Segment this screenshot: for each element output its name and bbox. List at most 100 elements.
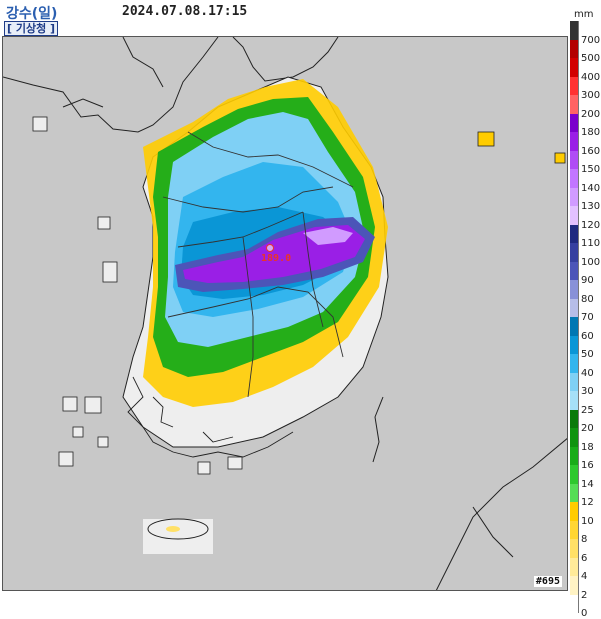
legend-swatch <box>570 113 579 132</box>
japan-coast <box>372 396 567 590</box>
legend-row: 80 <box>570 280 600 305</box>
legend-swatch <box>570 446 579 465</box>
legend-swatch <box>570 21 579 40</box>
agency-label: [ 기상청 ] <box>4 21 59 36</box>
legend-label: 160 <box>581 145 601 157</box>
legend-swatch <box>570 483 579 502</box>
legend-label: 80 <box>581 293 594 305</box>
rainfall-legend: 700 500 400 300 200 180 160 150 140 130 120 110 100 9… <box>570 21 601 619</box>
max-rain-marker[interactable] <box>266 244 274 252</box>
legend-swatch <box>570 576 579 595</box>
legend-label: 150 <box>581 164 601 175</box>
west-islands <box>32 116 243 475</box>
legend-label: 25 <box>581 404 594 416</box>
station-code: #695 <box>533 576 562 587</box>
rainfall-map-frame: { "header": { "title": "강수(일)", "timesta… <box>2 4 601 619</box>
legend-label: 70 <box>581 312 594 323</box>
legend-row: 16 <box>570 446 600 471</box>
legend-swatch <box>570 39 579 58</box>
legend-label: 0 <box>581 608 588 619</box>
legend-label: 4 <box>581 571 588 582</box>
legend-swatch <box>570 502 579 521</box>
legend-swatch <box>570 224 579 243</box>
legend-swatch <box>570 317 579 336</box>
legend-row: 120 <box>570 206 600 231</box>
legend-row: 140 <box>570 169 600 194</box>
legend-row: 2 <box>570 576 600 601</box>
legend-swatch <box>570 428 579 447</box>
legend-swatch <box>570 280 579 299</box>
legend-swatch <box>570 76 579 95</box>
legend-row: 8 <box>570 520 600 545</box>
timestamp: 2024.07.08.17:15 <box>122 4 248 19</box>
jeju-island <box>143 518 213 554</box>
legend-swatch <box>570 465 579 484</box>
legend-label: 14 <box>581 478 594 490</box>
legend-swatch <box>570 335 579 354</box>
north-coastline <box>3 37 339 133</box>
legend-row: 40 <box>570 354 600 379</box>
legend-row: 30 <box>570 372 600 397</box>
map-title: 강수(일) <box>6 6 58 22</box>
legend-row: 20 <box>570 409 600 434</box>
legend-label: 20 <box>581 423 594 434</box>
legend-row: 12 <box>570 483 600 508</box>
legend-label: 30 <box>581 386 594 397</box>
legend-row: 700 <box>570 21 600 46</box>
legend-label: 140 <box>581 182 601 194</box>
rainfall-bands <box>143 79 388 407</box>
south-coast-detail <box>127 376 294 458</box>
legend-swatch <box>570 132 579 151</box>
legend-label: 100 <box>581 256 601 268</box>
legend-row: 14 <box>570 465 600 490</box>
legend-label: 180 <box>581 127 601 138</box>
legend-row: 50 <box>570 335 600 360</box>
legend-row: 100 <box>570 243 600 268</box>
legend-label: 8 <box>581 534 588 545</box>
legend-label: 700 <box>581 34 601 46</box>
legend-label: 16 <box>581 460 594 471</box>
legend-row: 500 <box>570 39 600 64</box>
legend-row: 400 <box>570 58 600 83</box>
legend-label: 10 <box>581 515 594 527</box>
legend-row: 70 <box>570 298 600 323</box>
max-rain-label: 189.0 <box>261 253 292 264</box>
legend-label: 60 <box>581 330 594 342</box>
legend-swatch <box>570 409 579 428</box>
east-islands <box>477 131 566 164</box>
rainfall-map-canvas <box>3 37 567 590</box>
legend-label: 200 <box>581 108 601 120</box>
legend-row: 90 <box>570 261 600 286</box>
legend-swatch <box>570 354 579 373</box>
legend-label: 120 <box>581 219 601 231</box>
legend-row: 150 <box>570 150 600 175</box>
legend-row: 0 <box>570 594 600 619</box>
legend-label: 90 <box>581 275 594 286</box>
legend-unit: mm <box>574 9 594 20</box>
legend-label: 110 <box>581 238 601 249</box>
province-boundaries <box>162 131 354 398</box>
legend-row: 25 <box>570 391 600 416</box>
legend-swatch <box>570 58 579 77</box>
rainfall-map[interactable]: 189.0 #695 <box>2 36 568 591</box>
legend-row: 6 <box>570 539 600 564</box>
legend-row: 60 <box>570 317 600 342</box>
legend-swatch <box>570 298 579 317</box>
legend-row: 200 <box>570 95 600 120</box>
legend-swatch <box>570 95 579 114</box>
legend-row: 130 <box>570 187 600 212</box>
legend-swatch <box>570 557 579 576</box>
legend-label: 50 <box>581 349 594 360</box>
legend-label: 12 <box>581 497 594 508</box>
legend-swatch <box>570 150 579 169</box>
legend-swatch <box>570 539 579 558</box>
legend-row: 10 <box>570 502 600 527</box>
legend-row: 110 <box>570 224 600 249</box>
legend-swatch <box>570 594 579 613</box>
legend-swatch <box>570 206 579 225</box>
legend-swatch <box>570 187 579 206</box>
legend-label: 400 <box>581 71 601 83</box>
legend-label: 300 <box>581 90 601 101</box>
legend-swatch <box>570 261 579 280</box>
legend-row: 300 <box>570 76 600 101</box>
